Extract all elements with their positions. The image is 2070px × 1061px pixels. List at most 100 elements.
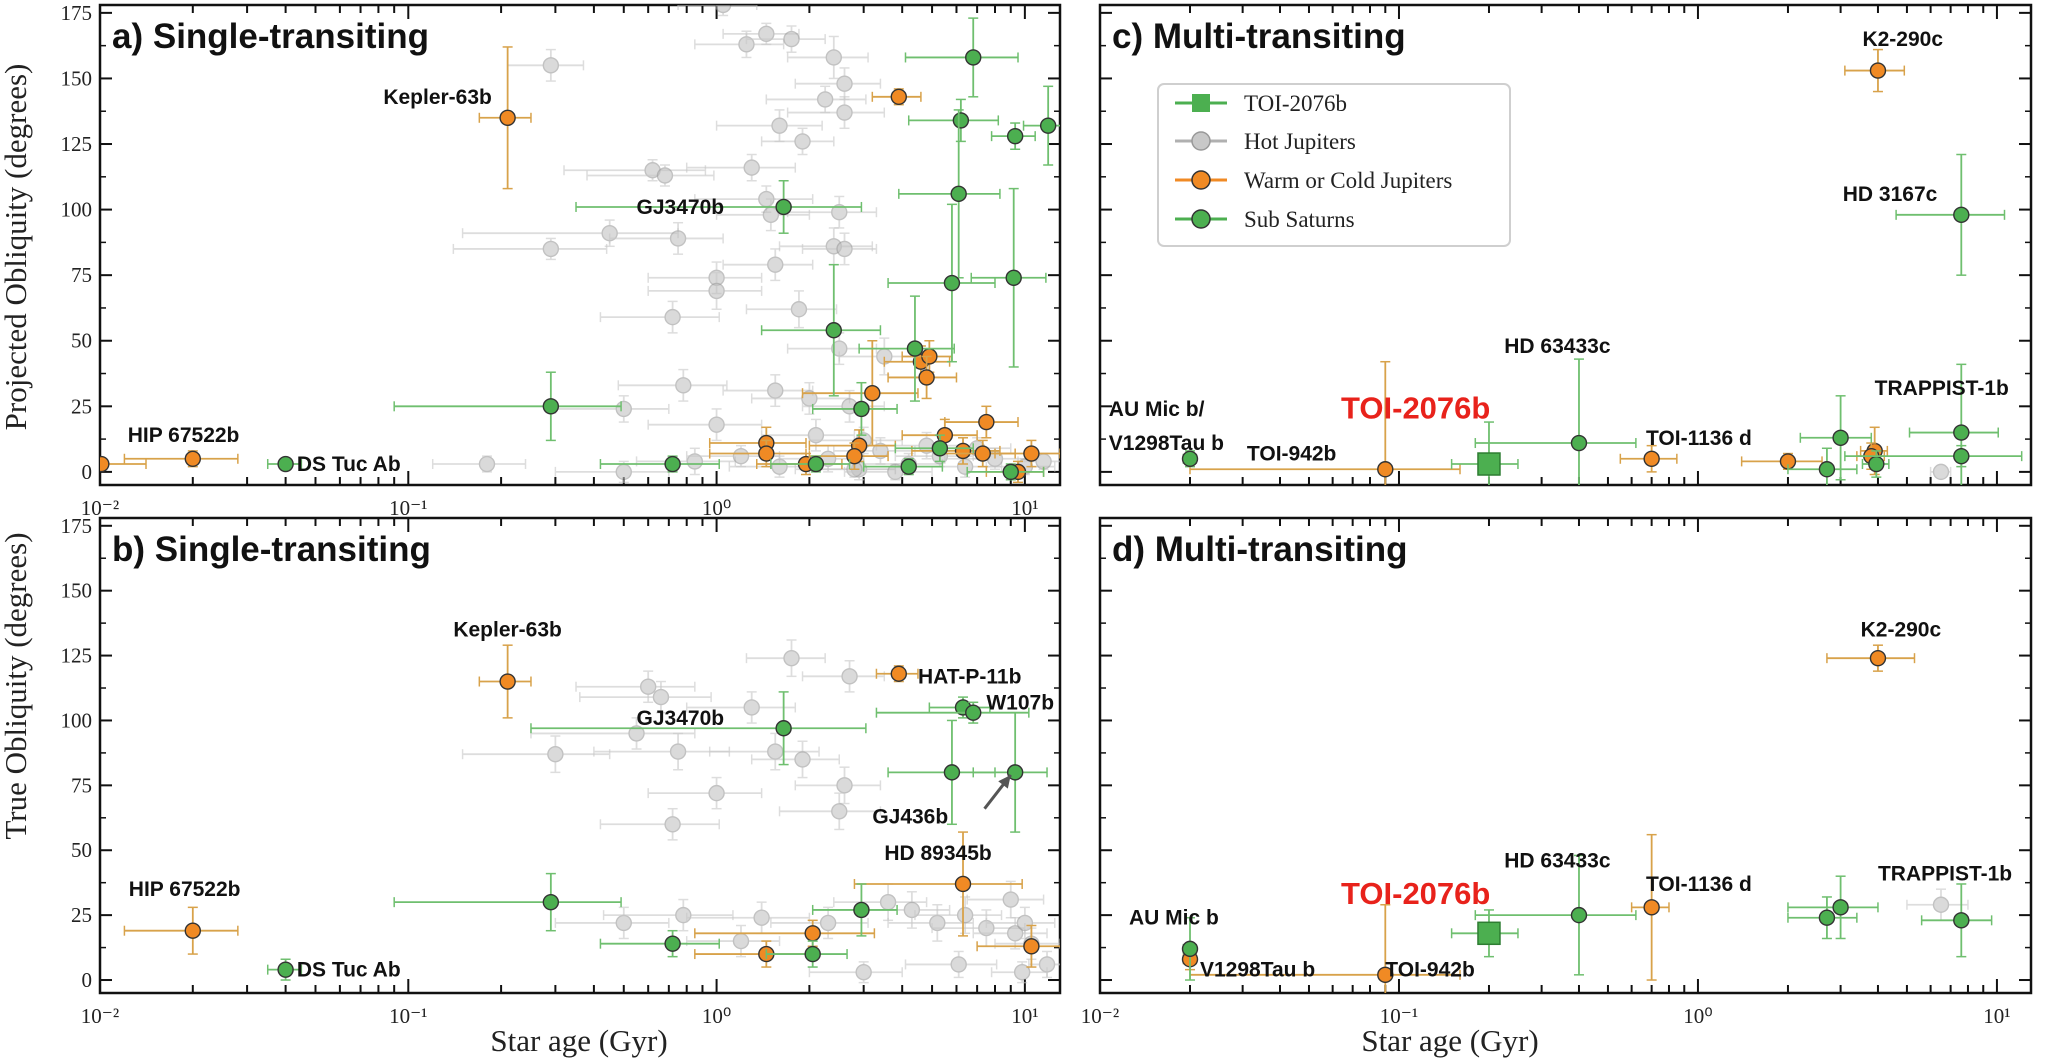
point-marker — [816, 91, 834, 108]
data-point-hot — [685, 901, 811, 935]
toi-square-marker — [1477, 921, 1501, 946]
legend-entry-hot: Hot Jupiters — [1175, 129, 1356, 154]
point-marker — [758, 445, 775, 462]
data-layer — [100, 5, 1060, 484]
annotation-label: DS Tuc Ab — [297, 959, 401, 982]
annotation-arrowhead — [998, 774, 1011, 789]
data-point-sub — [811, 883, 898, 937]
data-point-hot — [575, 670, 696, 704]
data-point-hot — [647, 271, 763, 311]
point-marker — [1016, 914, 1034, 932]
point-marker — [767, 256, 784, 273]
annotation-label: AU Mic b/ — [1109, 398, 1205, 421]
data-point-hot — [722, 374, 814, 408]
x-tick-label: 10⁰ — [1683, 1004, 1712, 1028]
point-marker — [1869, 62, 1887, 79]
data-point-warm — [1826, 644, 1916, 672]
data-point-hot — [760, 127, 835, 156]
data-point-sub — [1844, 444, 2023, 468]
x-tick-label: 10⁻² — [81, 1004, 119, 1028]
data-point-hot — [461, 735, 611, 774]
data-point-hot — [530, 717, 696, 750]
data-point-sub — [1920, 883, 1993, 958]
data-point-sub — [1474, 358, 1637, 485]
point-marker — [542, 398, 560, 415]
data-point-hot — [554, 906, 670, 940]
point-marker — [478, 455, 496, 473]
data-point-hot — [431, 455, 527, 473]
data-point-hot — [461, 219, 679, 248]
data-point-hot — [750, 740, 841, 779]
data-point-hot — [745, 639, 826, 678]
annotation-label: DS Tuc Ab — [297, 453, 401, 476]
data-point-hot — [801, 660, 886, 693]
y-tick-label: 150 — [61, 579, 93, 603]
data-point-sub — [1787, 447, 1858, 485]
point-marker — [853, 400, 870, 418]
point-marker — [732, 932, 750, 950]
point-marker — [277, 455, 294, 473]
point-marker — [931, 440, 949, 457]
data-point-sub — [599, 455, 720, 473]
annotation-label: HD 63433c — [1504, 335, 1611, 358]
data-point-hot — [904, 950, 998, 979]
point-marker — [853, 901, 870, 919]
data-point-sub — [393, 872, 622, 932]
y-tick-label: 25 — [71, 903, 92, 927]
ylabel-projected: Projected Obliquity (degrees) — [0, 64, 33, 431]
point-marker — [864, 384, 881, 402]
point-marker — [771, 117, 788, 134]
data-point-hot — [808, 961, 903, 984]
data-point-sub — [1895, 153, 2006, 276]
x-tick-label: 10¹ — [1011, 496, 1038, 520]
point-marker — [1932, 896, 1950, 913]
data-point-hot — [554, 460, 670, 484]
data-point-hot — [1929, 463, 1952, 481]
data-point-hot — [599, 300, 720, 334]
point-marker — [1013, 964, 1031, 981]
legend-entry-sub: Sub Saturns — [1175, 207, 1355, 232]
y-tick-label: 75 — [71, 263, 92, 287]
y-tick-label: 50 — [71, 838, 92, 862]
point-marker — [499, 109, 516, 126]
data-point-sub — [1181, 450, 1199, 468]
data-point-warm — [1630, 833, 1670, 981]
data-point-warm — [123, 906, 239, 955]
point-marker — [783, 30, 800, 48]
annotation-label: Kepler-63b — [383, 86, 492, 109]
data-point-hot — [506, 48, 585, 82]
point-marker — [1023, 445, 1040, 462]
toi-2076b-point — [1450, 421, 1519, 485]
point-marker — [499, 673, 516, 690]
point-marker — [542, 240, 560, 258]
panel-title: d) Multi-transiting — [1112, 530, 1408, 569]
point-marker — [767, 743, 784, 760]
annotation-label: HIP 67522b — [128, 424, 240, 447]
data-point-warm — [887, 355, 958, 400]
point-marker — [615, 914, 632, 932]
data-layer — [1181, 48, 2023, 485]
data-point-sub — [898, 109, 1001, 279]
point-marker — [855, 964, 872, 981]
point-marker — [1643, 899, 1660, 916]
annotation-label: AU Mic b — [1129, 907, 1219, 930]
x-tick-label: 10⁻¹ — [389, 1004, 427, 1028]
data-point-hot — [647, 408, 763, 442]
point-marker — [1818, 909, 1836, 926]
point-marker — [1869, 649, 1887, 667]
x-tick-label: 10⁰ — [702, 496, 731, 520]
data-point-sub — [530, 691, 867, 766]
point-marker — [825, 49, 842, 66]
point-marker — [879, 893, 897, 911]
point-marker — [1953, 424, 1970, 441]
data-point-sub — [887, 203, 996, 363]
point-marker — [950, 956, 967, 973]
data-point-sub — [1787, 875, 1879, 940]
x-tick-label: 10⁻² — [1081, 1004, 1119, 1028]
point-marker — [708, 784, 725, 802]
data-point-warm — [875, 665, 919, 683]
x-tick-label: 10¹ — [1983, 1004, 2010, 1028]
panel-frame — [98, 516, 1062, 995]
point-marker — [732, 447, 750, 465]
data-point-hot — [647, 776, 763, 810]
